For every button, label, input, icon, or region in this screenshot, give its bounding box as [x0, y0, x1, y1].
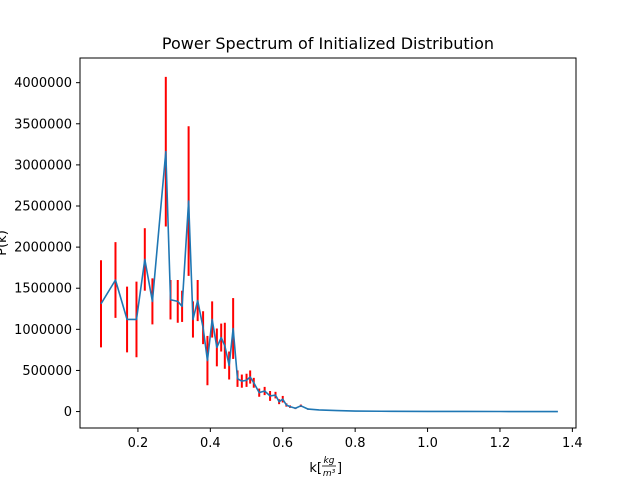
y-tick-label: 4000000 [14, 76, 72, 91]
y-tick-label: 2000000 [14, 241, 72, 256]
plot-area [99, 76, 559, 413]
x-tick-label: 0.6 [272, 436, 293, 451]
x-axis-label: k[ kg m³ ] [309, 456, 342, 479]
y-tick-label: 0 [64, 405, 72, 420]
chart-title: Power Spectrum of Initialized Distributi… [162, 34, 494, 53]
y-axis-label: P(k) [0, 230, 10, 256]
x-tick-label: 1.4 [562, 436, 583, 451]
y-tick-label: 500000 [22, 364, 72, 379]
x-tick-label: 0.4 [200, 436, 221, 451]
y-tick-label: 3000000 [14, 158, 72, 173]
x-axis-label-denominator: m³ [323, 469, 336, 479]
y-axis: 0 500000 1000000 1500000 2000000 2500000 30000… [14, 76, 80, 420]
x-axis-label-numerator: kg [324, 456, 335, 466]
x-tick-label: 0.8 [345, 436, 366, 451]
x-axis: 0.2 0.4 0.6 0.8 1.0 1.2 1.4 [128, 428, 583, 451]
x-tick-label: 1.0 [417, 436, 438, 451]
y-tick-label: 2500000 [14, 200, 72, 215]
series-line [100, 150, 558, 413]
x-axis-label-suffix: ] [337, 461, 342, 476]
x-tick-label: 0.2 [128, 436, 149, 451]
y-tick-label: 1000000 [14, 323, 72, 338]
x-tick-label: 1.2 [490, 436, 511, 451]
y-tick-label: 3500000 [14, 117, 72, 132]
y-tick-label: 1500000 [14, 282, 72, 297]
x-axis-label-prefix: k[ [309, 461, 322, 476]
axes-frame [79, 57, 577, 429]
